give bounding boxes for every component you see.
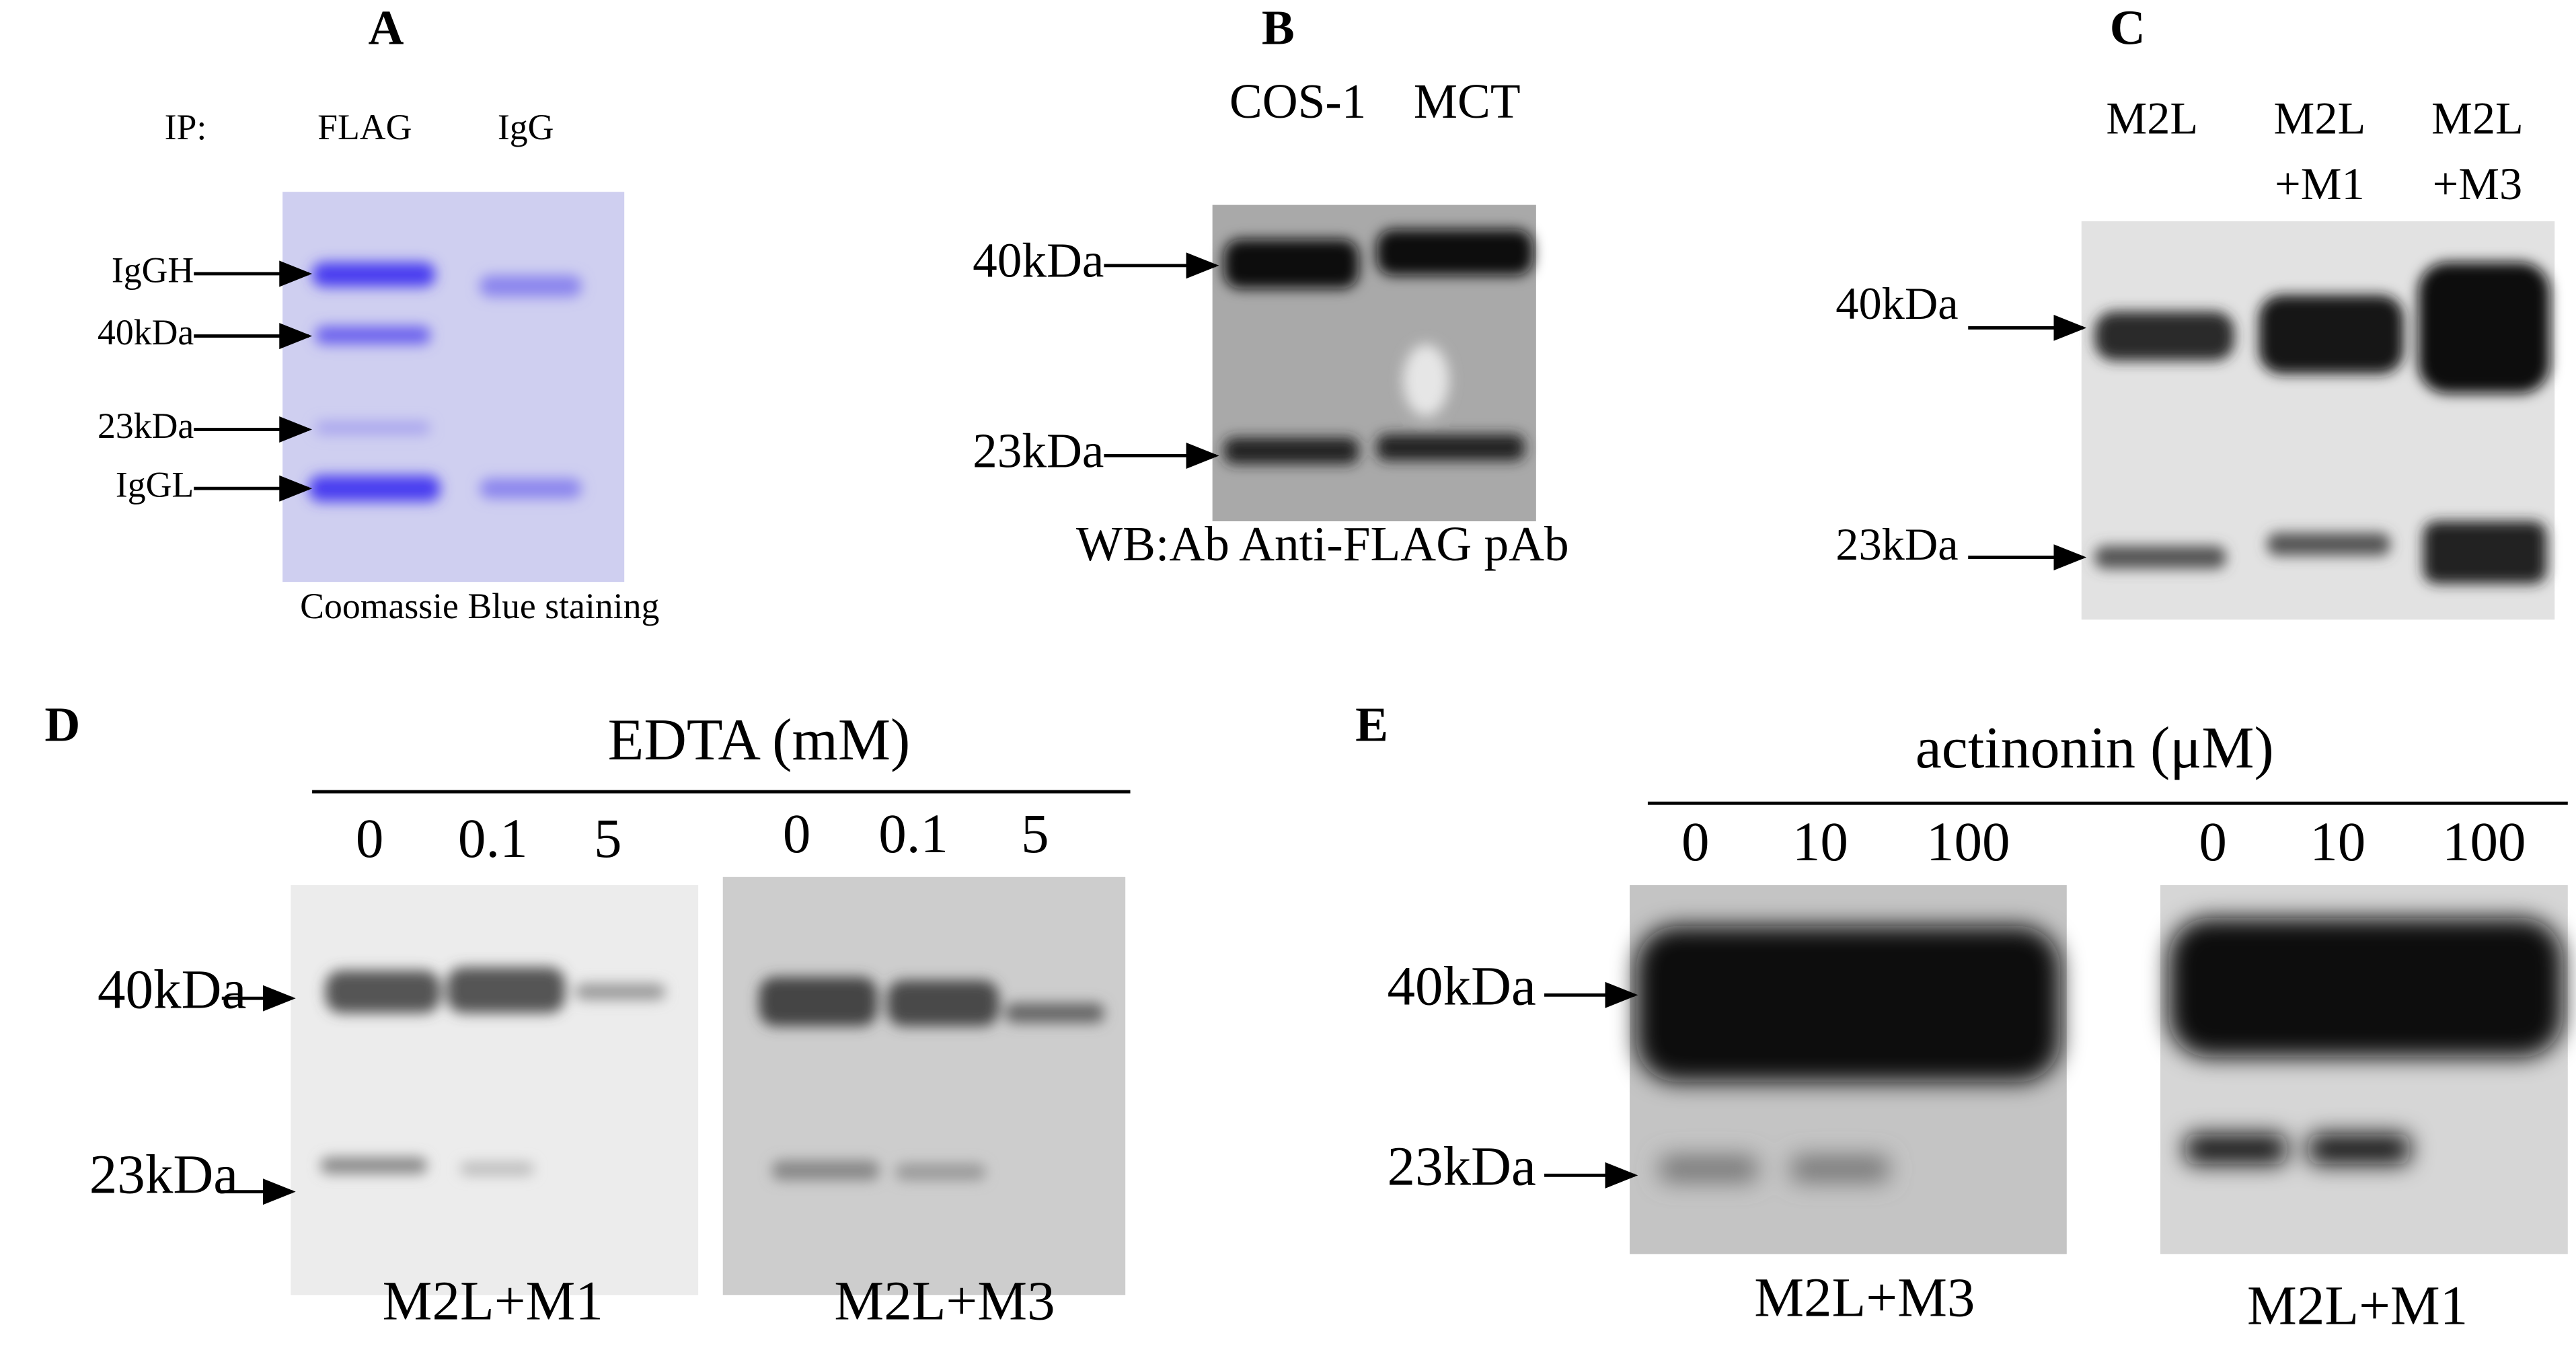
lane-label: M2L — [2106, 93, 2198, 144]
panel-label: D — [44, 697, 80, 751]
marker-label: 40kDa — [1387, 955, 1536, 1017]
lane-label: M2L — [2431, 93, 2524, 144]
lane-label: 100 — [1926, 811, 2010, 872]
lane-label: MCT — [1414, 74, 1521, 128]
bands — [309, 262, 582, 502]
panel-d: D EDTA (mM) 0 0.1 5 0 0.1 5 40kDa 23kDa … — [44, 697, 1131, 1331]
lane-label: 5 — [594, 807, 622, 869]
marker-label: 40kDa — [1835, 278, 1958, 329]
gel — [282, 192, 625, 582]
bands — [1636, 917, 2563, 1182]
lane-label: IgG — [498, 107, 554, 147]
panel-b: B COS-1 MCT 40kDa 23kDa WB:Ab Anti-FLAG … — [973, 1, 1569, 572]
panel-c: C M2L M2L +M1 M2L +M3 40kDa 23kDa — [1835, 1, 2555, 620]
header: IP: — [165, 107, 207, 147]
bands — [320, 967, 1104, 1180]
panel-label: E — [1355, 697, 1388, 751]
lane-label: 0 — [356, 807, 384, 869]
lane-label: 10 — [2310, 811, 2365, 872]
treatment: EDTA (mM) — [608, 707, 911, 772]
panel-a: A IP: FLAG IgG IgGH 40kDa 23kDa IgGL Coo… — [98, 1, 659, 626]
lane-label: 0 — [2199, 811, 2227, 872]
lane-label: 0.1 — [458, 807, 528, 869]
treatment: actinonin (μM) — [1916, 715, 2274, 780]
marker-label: 40kDa — [98, 312, 194, 352]
lane-label: 0.1 — [878, 802, 948, 864]
caption: M2L+M3 — [834, 1269, 1055, 1331]
lane-label: FLAG — [317, 107, 412, 147]
marker-label: 23kDa — [1835, 519, 1958, 570]
marker-label: 40kDa — [98, 958, 246, 1020]
marker-label: 23kDa — [1387, 1135, 1536, 1197]
lane-label: 5 — [1021, 802, 1049, 864]
lane-label: 100 — [2442, 811, 2526, 872]
lane-label: 0 — [1681, 811, 1710, 872]
panel-label: B — [1262, 1, 1295, 55]
blot — [291, 885, 699, 1295]
panel-label: C — [2110, 1, 2146, 55]
caption: Coomassie Blue staining — [300, 586, 659, 626]
bands — [2094, 262, 2550, 584]
bands — [1223, 229, 1533, 464]
panel-e: E actinonin (μM) 0 10 100 0 10 100 40kDa… — [1355, 697, 2568, 1337]
panel-label: A — [369, 1, 404, 55]
lane-label: +M3 — [2433, 158, 2523, 209]
marker-label: IgGH — [112, 250, 194, 290]
marker-label: IgGL — [116, 465, 194, 505]
lane-label: +M1 — [2275, 158, 2365, 209]
marker-label: 40kDa — [973, 233, 1104, 288]
lane-label: M2L — [2274, 93, 2366, 144]
caption: M2L+M1 — [2247, 1275, 2468, 1337]
lane-label: 0 — [783, 802, 811, 864]
marker-label: 23kDa — [98, 406, 194, 446]
marker-label: 23kDa — [973, 423, 1104, 478]
lane-label: COS-1 — [1229, 74, 1367, 128]
caption: M2L+M1 — [383, 1269, 603, 1331]
marker-label: 23kDa — [89, 1143, 238, 1205]
caption: WB:Ab Anti-FLAG pAb — [1076, 517, 1569, 571]
caption: M2L+M3 — [1754, 1267, 1975, 1328]
lane-label: 10 — [1792, 811, 1848, 872]
blot — [722, 876, 1126, 1295]
